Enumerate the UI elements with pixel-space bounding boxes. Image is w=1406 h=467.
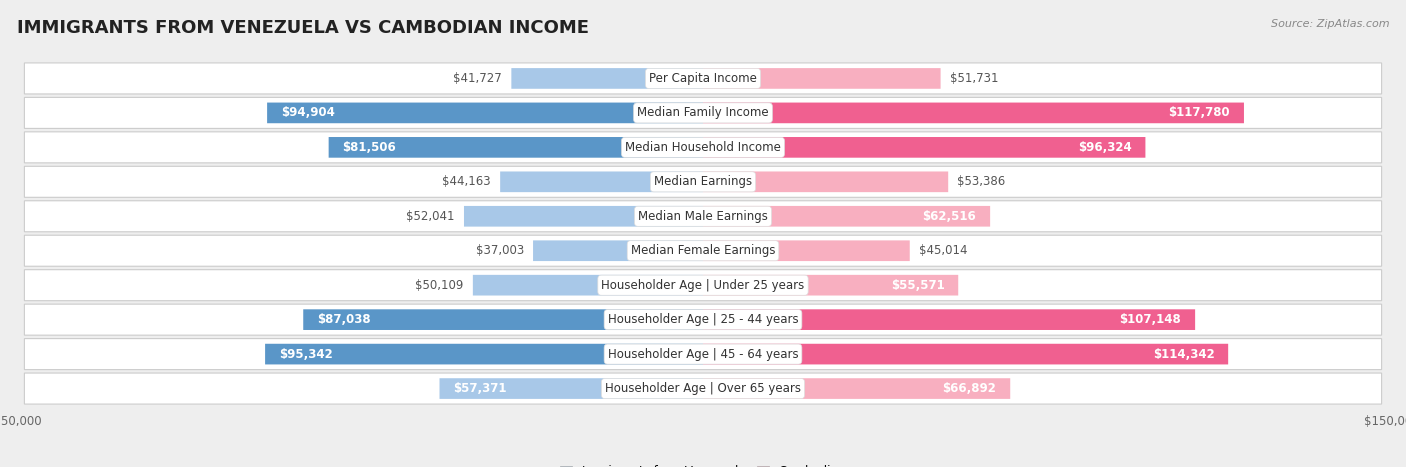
FancyBboxPatch shape [472, 275, 703, 296]
Text: $96,324: $96,324 [1078, 141, 1132, 154]
Text: $51,731: $51,731 [950, 72, 998, 85]
FancyBboxPatch shape [267, 103, 703, 123]
FancyBboxPatch shape [703, 137, 1146, 158]
FancyBboxPatch shape [24, 166, 1382, 198]
Text: $62,516: $62,516 [922, 210, 976, 223]
Text: $37,003: $37,003 [475, 244, 524, 257]
Text: IMMIGRANTS FROM VENEZUELA VS CAMBODIAN INCOME: IMMIGRANTS FROM VENEZUELA VS CAMBODIAN I… [17, 19, 589, 37]
FancyBboxPatch shape [24, 98, 1382, 128]
FancyBboxPatch shape [24, 201, 1382, 232]
Text: $117,780: $117,780 [1168, 106, 1230, 120]
Text: $52,041: $52,041 [406, 210, 454, 223]
Text: $87,038: $87,038 [316, 313, 371, 326]
Text: $66,892: $66,892 [942, 382, 997, 395]
Text: Median Household Income: Median Household Income [626, 141, 780, 154]
FancyBboxPatch shape [266, 344, 703, 364]
FancyBboxPatch shape [703, 103, 1244, 123]
FancyBboxPatch shape [501, 171, 703, 192]
Text: Householder Age | 45 - 64 years: Householder Age | 45 - 64 years [607, 347, 799, 361]
FancyBboxPatch shape [24, 63, 1382, 94]
Text: Per Capita Income: Per Capita Income [650, 72, 756, 85]
FancyBboxPatch shape [24, 373, 1382, 404]
Text: $55,571: $55,571 [891, 279, 945, 292]
Text: $53,386: $53,386 [957, 175, 1005, 188]
FancyBboxPatch shape [703, 171, 948, 192]
Text: $57,371: $57,371 [453, 382, 506, 395]
FancyBboxPatch shape [440, 378, 703, 399]
Text: $41,727: $41,727 [453, 72, 502, 85]
Text: $50,109: $50,109 [415, 279, 464, 292]
Legend: Immigrants from Venezuela, Cambodian: Immigrants from Venezuela, Cambodian [555, 460, 851, 467]
FancyBboxPatch shape [512, 68, 703, 89]
Text: $107,148: $107,148 [1119, 313, 1181, 326]
Text: $44,163: $44,163 [443, 175, 491, 188]
FancyBboxPatch shape [24, 269, 1382, 301]
FancyBboxPatch shape [703, 68, 941, 89]
Text: Median Earnings: Median Earnings [654, 175, 752, 188]
Text: $81,506: $81,506 [343, 141, 396, 154]
FancyBboxPatch shape [703, 309, 1195, 330]
FancyBboxPatch shape [703, 344, 1229, 364]
FancyBboxPatch shape [703, 275, 959, 296]
Text: Median Male Earnings: Median Male Earnings [638, 210, 768, 223]
FancyBboxPatch shape [329, 137, 703, 158]
Text: $94,904: $94,904 [281, 106, 335, 120]
Text: $95,342: $95,342 [278, 347, 333, 361]
Text: $114,342: $114,342 [1153, 347, 1215, 361]
FancyBboxPatch shape [464, 206, 703, 226]
FancyBboxPatch shape [703, 241, 910, 261]
FancyBboxPatch shape [24, 235, 1382, 266]
Text: Source: ZipAtlas.com: Source: ZipAtlas.com [1271, 19, 1389, 28]
Text: Median Female Earnings: Median Female Earnings [631, 244, 775, 257]
Text: Median Family Income: Median Family Income [637, 106, 769, 120]
Text: $45,014: $45,014 [920, 244, 967, 257]
FancyBboxPatch shape [24, 304, 1382, 335]
FancyBboxPatch shape [703, 378, 1011, 399]
FancyBboxPatch shape [304, 309, 703, 330]
FancyBboxPatch shape [703, 206, 990, 226]
Text: Householder Age | 25 - 44 years: Householder Age | 25 - 44 years [607, 313, 799, 326]
Text: Householder Age | Over 65 years: Householder Age | Over 65 years [605, 382, 801, 395]
Text: Householder Age | Under 25 years: Householder Age | Under 25 years [602, 279, 804, 292]
FancyBboxPatch shape [533, 241, 703, 261]
FancyBboxPatch shape [24, 339, 1382, 369]
FancyBboxPatch shape [24, 132, 1382, 163]
